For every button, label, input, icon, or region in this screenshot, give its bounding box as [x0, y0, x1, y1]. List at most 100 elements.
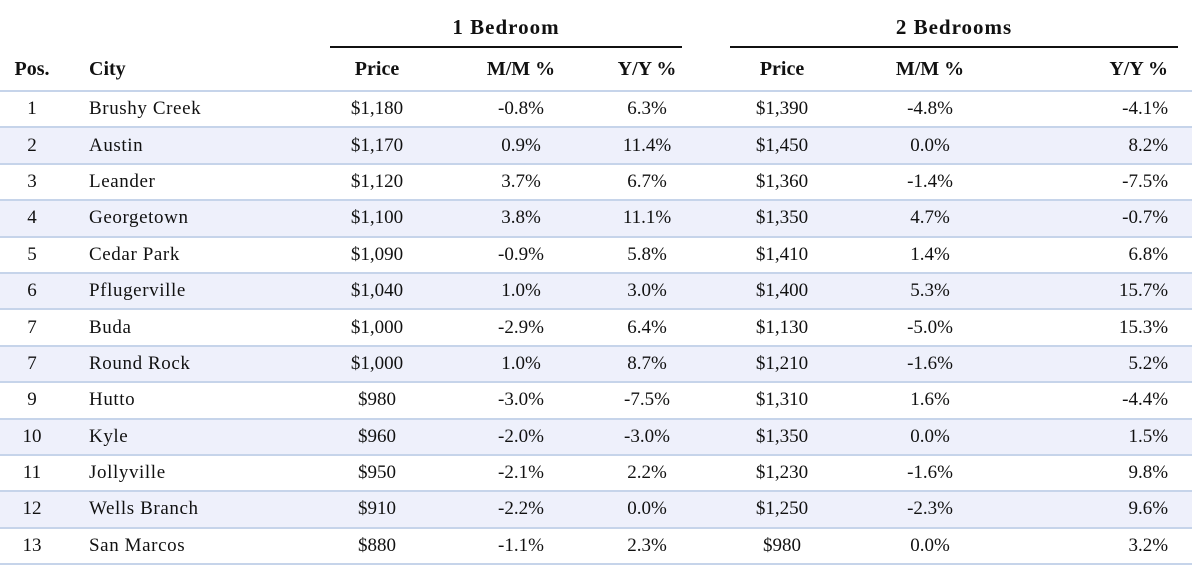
cell-mm-2br: -1.6% [862, 454, 999, 493]
header-mm-2br: M/M % [862, 48, 999, 92]
cell-yy-1br: 3.0% [592, 272, 703, 311]
cell-mm-2br: 1.6% [862, 382, 999, 420]
cell-yy-1br: 11.4% [592, 127, 703, 165]
cell-yy-1br: 0.0% [592, 491, 703, 529]
cell-city: Georgetown [64, 200, 304, 238]
cell-price-1br: $950 [304, 454, 450, 493]
table-row: 6 Pflugerville $1,040 1.0% 3.0% $1,400 5.3% 15.… [0, 272, 1193, 311]
cell-mm-1br: 3.8% [450, 200, 592, 238]
cell-yy-2br: 3.2% [998, 527, 1193, 566]
cell-city: Austin [64, 127, 304, 165]
cell-mm-1br: 0.9% [450, 127, 592, 165]
cell-yy-2br: -7.5% [998, 163, 1193, 202]
cell-price-1br: $1,170 [304, 127, 450, 165]
cell-price-2br: $1,350 [702, 200, 863, 238]
cell-mm-2br: -1.4% [862, 163, 999, 202]
table-row: 10 Kyle $960 -2.0% -3.0% $1,350 0.0% 1.5% [0, 418, 1193, 456]
cell-yy-2br: 15.3% [998, 309, 1193, 347]
cell-mm-1br: -3.0% [450, 382, 592, 420]
cell-mm-2br: 0.0% [862, 527, 999, 566]
cell-price-1br: $1,000 [304, 345, 450, 384]
cell-price-2br: $1,130 [702, 309, 863, 347]
table-row: 7 Round Rock $1,000 1.0% 8.7% $1,210 -1.6% 5.2% [0, 345, 1193, 384]
cell-yy-2br: 1.5% [998, 418, 1193, 456]
cell-mm-2br: -5.0% [862, 309, 999, 347]
header-pos: Pos. [0, 48, 64, 92]
cell-yy-1br: 2.2% [592, 454, 703, 493]
cell-mm-1br: 1.0% [450, 345, 592, 384]
column-header-row: Pos. City Price M/M % Y/Y % Price M/M % … [0, 48, 1193, 92]
cell-yy-1br: 2.3% [592, 527, 703, 566]
cell-pos: 11 [0, 454, 64, 493]
cell-mm-2br: 0.0% [862, 418, 999, 456]
cell-mm-1br: 3.7% [450, 163, 592, 202]
cell-yy-1br: 11.1% [592, 200, 703, 238]
cell-pos: 9 [0, 382, 64, 420]
cell-yy-1br: 6.3% [592, 91, 703, 129]
cell-price-2br: $1,230 [702, 454, 863, 493]
cell-yy-1br: 5.8% [592, 236, 703, 274]
cell-pos: 10 [0, 418, 64, 456]
cell-yy-2br: 9.8% [998, 454, 1193, 493]
cell-city: Buda [64, 309, 304, 347]
cell-price-2br: $980 [702, 527, 863, 566]
cell-price-2br: $1,390 [702, 91, 863, 129]
cell-price-1br: $1,120 [304, 163, 450, 202]
cell-price-2br: $1,250 [702, 491, 863, 529]
cell-price-2br: $1,400 [702, 272, 863, 311]
cell-price-1br: $980 [304, 382, 450, 420]
cell-city: San Marcos [64, 527, 304, 566]
cell-city: Wells Branch [64, 491, 304, 529]
header-price-2br: Price [702, 48, 863, 92]
cell-price-1br: $960 [304, 418, 450, 456]
cell-price-1br: $1,100 [304, 200, 450, 238]
cell-pos: 12 [0, 491, 64, 529]
cell-pos: 3 [0, 163, 64, 202]
cell-city: Round Rock [64, 345, 304, 384]
cell-price-2br: $1,350 [702, 418, 863, 456]
cell-yy-2br: 9.6% [998, 491, 1193, 529]
table-body: 1 Brushy Creek $1,180 -0.8% 6.3% $1,390 -4.8% -… [0, 91, 1193, 566]
rent-table: 1 Bedroom 2 Bedrooms Pos. City Price M/M… [0, 0, 1193, 566]
table-row: 5 Cedar Park $1,090 -0.9% 5.8% $1,410 1.4% 6.8% [0, 236, 1193, 274]
cell-mm-2br: 0.0% [862, 127, 999, 165]
cell-price-1br: $1,090 [304, 236, 450, 274]
header-yy-1br: Y/Y % [592, 48, 703, 92]
group-label-two-bedrooms: 2 Bedrooms [730, 15, 1179, 48]
table-row: 2 Austin $1,170 0.9% 11.4% $1,450 0.0% 8.2% [0, 127, 1193, 165]
cell-mm-1br: -0.9% [450, 236, 592, 274]
table-row: 7 Buda $1,000 -2.9% 6.4% $1,130 -5.0% 15.3% [0, 309, 1193, 347]
group-label-one-bedroom: 1 Bedroom [330, 15, 683, 48]
cell-mm-1br: -2.2% [450, 491, 592, 529]
cell-mm-1br: -1.1% [450, 527, 592, 566]
cell-mm-2br: 1.4% [862, 236, 999, 274]
group-header-row: 1 Bedroom 2 Bedrooms [0, 0, 1192, 48]
header-city: City [64, 48, 304, 92]
cell-yy-2br: -4.4% [998, 382, 1193, 420]
cell-yy-1br: -7.5% [592, 382, 703, 420]
cell-price-1br: $1,040 [304, 272, 450, 311]
group-header-one-bedroom: 1 Bedroom [304, 0, 702, 48]
table-row: 11 Jollyville $950 -2.1% 2.2% $1,230 -1.6% 9.8% [0, 454, 1193, 493]
cell-city: Kyle [64, 418, 304, 456]
cell-mm-1br: 1.0% [450, 272, 592, 311]
cell-pos: 13 [0, 527, 64, 566]
cell-mm-1br: -2.9% [450, 309, 592, 347]
cell-yy-1br: -3.0% [592, 418, 703, 456]
cell-mm-2br: 4.7% [862, 200, 999, 238]
cell-pos: 7 [0, 309, 64, 347]
table-row: 4 Georgetown $1,100 3.8% 11.1% $1,350 4.7% -0.7… [0, 200, 1193, 238]
table-row: 12 Wells Branch $910 -2.2% 0.0% $1,250 -2.3% 9.… [0, 491, 1193, 529]
cell-city: Pflugerville [64, 272, 304, 311]
table-row: 13 San Marcos $880 -1.1% 2.3% $980 0.0% 3.2% [0, 527, 1193, 566]
cell-yy-2br: 5.2% [998, 345, 1193, 384]
cell-price-2br: $1,210 [702, 345, 863, 384]
cell-pos: 1 [0, 91, 64, 129]
cell-yy-1br: 6.4% [592, 309, 703, 347]
cell-city: Jollyville [64, 454, 304, 493]
cell-mm-2br: -1.6% [862, 345, 999, 384]
table-row: 9 Hutto $980 -3.0% -7.5% $1,310 1.6% -4.4% [0, 382, 1193, 420]
cell-pos: 4 [0, 200, 64, 238]
table-row: 1 Brushy Creek $1,180 -0.8% 6.3% $1,390 -4.8% -… [0, 91, 1193, 129]
cell-pos: 5 [0, 236, 64, 274]
